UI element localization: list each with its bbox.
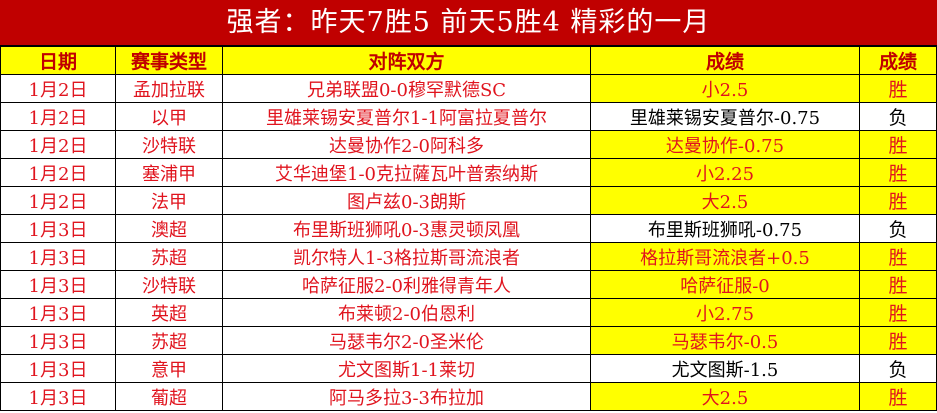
- pick-cell: 布里斯班狮吼-0.75: [590, 214, 860, 243]
- match-cell: 兄弟联盟0-0穆罕默德SC: [222, 74, 591, 103]
- date-cell: 1月3日: [0, 214, 116, 243]
- result-cell: 胜: [859, 242, 937, 271]
- table-row: 1月2日 沙特联 达曼协作2-0阿科多 达曼协作-0.75 胜: [0, 130, 937, 159]
- result-cell: 胜: [859, 326, 937, 355]
- header-pick: 成绩: [590, 46, 860, 75]
- pick-cell: 尤文图斯-1.5: [590, 354, 860, 383]
- league-cell: 以甲: [115, 102, 223, 131]
- date-cell: 1月3日: [0, 382, 116, 411]
- result-cell: 胜: [859, 270, 937, 299]
- date-cell: 1月3日: [0, 298, 116, 327]
- date-cell: 1月3日: [0, 354, 116, 383]
- result-cell: 负: [859, 354, 937, 383]
- header-result: 成绩: [859, 46, 937, 75]
- result-cell: 胜: [859, 382, 937, 411]
- date-cell: 1月2日: [0, 158, 116, 187]
- table-row: 1月3日 葡超 阿马多拉3-3布拉加 大2.5 胜: [0, 382, 937, 411]
- results-table: 日期 赛事类型 对阵双方 成绩 成绩 1月2日 孟加拉联 兄弟联盟0-0穆罕默德SC…: [0, 46, 937, 411]
- pick-cell: 小2.75: [590, 298, 860, 327]
- date-cell: 1月3日: [0, 242, 116, 271]
- match-cell: 尤文图斯1-1莱切: [222, 354, 591, 383]
- date-cell: 1月2日: [0, 74, 116, 103]
- date-cell: 1月2日: [0, 102, 116, 131]
- table-row: 1月2日 法甲 图卢兹0-3朗斯 大2.5 胜: [0, 186, 937, 215]
- table-row: 1月2日 以甲 里雄莱锡安夏普尔1-1阿富拉夏普尔 里雄莱锡安夏普尔-0.75 负: [0, 102, 937, 131]
- league-cell: 沙特联: [115, 270, 223, 299]
- header-league: 赛事类型: [115, 46, 223, 75]
- match-cell: 艾华迪堡1-0克拉薩瓦叶普索纳斯: [222, 158, 591, 187]
- table-row: 1月2日 孟加拉联 兄弟联盟0-0穆罕默德SC 小2.5 胜: [0, 74, 937, 103]
- result-cell: 胜: [859, 74, 937, 103]
- header-date: 日期: [0, 46, 116, 75]
- league-cell: 澳超: [115, 214, 223, 243]
- pick-cell: 哈萨征服-0: [590, 270, 860, 299]
- date-cell: 1月3日: [0, 326, 116, 355]
- pick-cell: 里雄莱锡安夏普尔-0.75: [590, 102, 860, 131]
- table-row: 1月2日 塞浦甲 艾华迪堡1-0克拉薩瓦叶普索纳斯 小2.25 胜: [0, 158, 937, 187]
- result-cell: 胜: [859, 130, 937, 159]
- table-row: 1月3日 意甲 尤文图斯1-1莱切 尤文图斯-1.5 负: [0, 354, 937, 383]
- match-cell: 马瑟韦尔2-0圣米伦: [222, 326, 591, 355]
- match-cell: 阿马多拉3-3布拉加: [222, 382, 591, 411]
- result-cell: 负: [859, 214, 937, 243]
- table-row: 1月3日 苏超 凯尔特人1-3格拉斯哥流浪者 格拉斯哥流浪者+0.5 胜: [0, 242, 937, 271]
- league-cell: 孟加拉联: [115, 74, 223, 103]
- league-cell: 英超: [115, 298, 223, 327]
- table-row: 1月3日 苏超 马瑟韦尔2-0圣米伦 马瑟韦尔-0.5 胜: [0, 326, 937, 355]
- match-cell: 图卢兹0-3朗斯: [222, 186, 591, 215]
- date-cell: 1月2日: [0, 186, 116, 215]
- league-cell: 苏超: [115, 242, 223, 271]
- pick-cell: 达曼协作-0.75: [590, 130, 860, 159]
- match-cell: 里雄莱锡安夏普尔1-1阿富拉夏普尔: [222, 102, 591, 131]
- date-cell: 1月2日: [0, 130, 116, 159]
- result-cell: 胜: [859, 186, 937, 215]
- league-cell: 苏超: [115, 326, 223, 355]
- match-cell: 布莱顿2-0伯恩利: [222, 298, 591, 327]
- league-cell: 法甲: [115, 186, 223, 215]
- table-row: 1月3日 沙特联 哈萨征服2-0利雅得青年人 哈萨征服-0 胜: [0, 270, 937, 299]
- pick-cell: 小2.5: [590, 74, 860, 103]
- result-cell: 胜: [859, 298, 937, 327]
- match-cell: 达曼协作2-0阿科多: [222, 130, 591, 159]
- pick-cell: 大2.5: [590, 382, 860, 411]
- result-cell: 负: [859, 102, 937, 131]
- page-title: 强者：昨天7胜5 前天5胜4 精彩的一月: [0, 0, 937, 46]
- table-row: 1月3日 澳超 布里斯班狮吼0-3惠灵顿凤凰 布里斯班狮吼-0.75 负: [0, 214, 937, 243]
- result-cell: 胜: [859, 158, 937, 187]
- match-cell: 布里斯班狮吼0-3惠灵顿凤凰: [222, 214, 591, 243]
- header-match: 对阵双方: [222, 46, 591, 75]
- match-cell: 凯尔特人1-3格拉斯哥流浪者: [222, 242, 591, 271]
- pick-cell: 格拉斯哥流浪者+0.5: [590, 242, 860, 271]
- league-cell: 意甲: [115, 354, 223, 383]
- header-row: 日期 赛事类型 对阵双方 成绩 成绩: [0, 46, 937, 75]
- pick-cell: 大2.5: [590, 186, 860, 215]
- league-cell: 沙特联: [115, 130, 223, 159]
- date-cell: 1月3日: [0, 270, 116, 299]
- pick-cell: 小2.25: [590, 158, 860, 187]
- pick-cell: 马瑟韦尔-0.5: [590, 326, 860, 355]
- league-cell: 塞浦甲: [115, 158, 223, 187]
- league-cell: 葡超: [115, 382, 223, 411]
- table-row: 1月3日 英超 布莱顿2-0伯恩利 小2.75 胜: [0, 298, 937, 327]
- match-cell: 哈萨征服2-0利雅得青年人: [222, 270, 591, 299]
